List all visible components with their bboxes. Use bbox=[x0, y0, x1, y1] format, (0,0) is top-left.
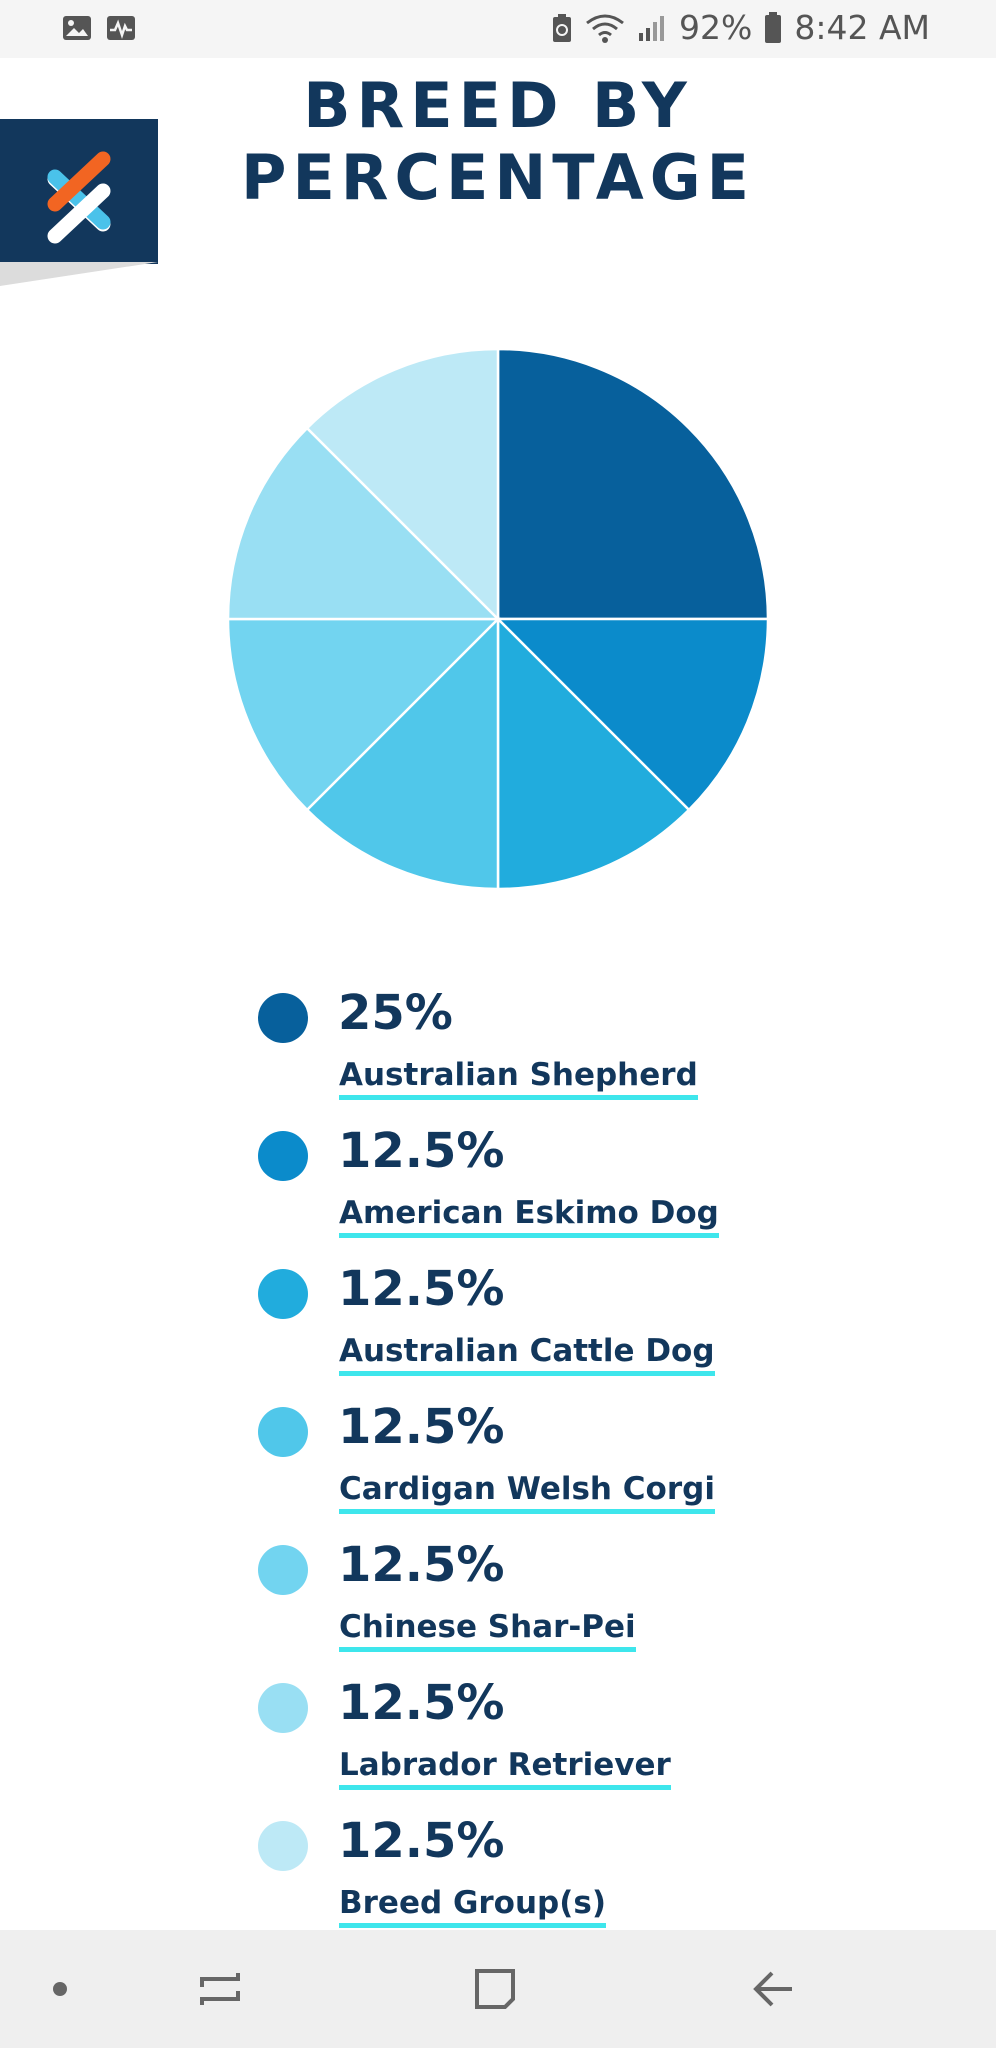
legend-breed-link[interactable]: American Eskimo Dog bbox=[339, 1195, 719, 1238]
legend-percentage: 12.5% bbox=[338, 1261, 505, 1317]
legend-breed-link[interactable]: Australian Shepherd bbox=[339, 1057, 698, 1100]
battery-icon bbox=[764, 11, 782, 44]
legend-breed-link[interactable]: Labrador Retriever bbox=[339, 1747, 671, 1790]
legend-item: 12.5% Cardigan Welsh Corgi bbox=[258, 1399, 778, 1537]
chart-legend: 25% Australian Shepherd 12.5% American Eski… bbox=[258, 985, 778, 1951]
legend-color-dot bbox=[258, 1821, 308, 1871]
status-left-icons bbox=[62, 14, 136, 42]
gallery-icon bbox=[62, 14, 92, 42]
legend-color-dot bbox=[258, 1683, 308, 1733]
legend-item: 25% Australian Shepherd bbox=[258, 985, 778, 1123]
navigation-bar bbox=[0, 1930, 996, 2048]
legend-percentage: 12.5% bbox=[338, 1813, 505, 1869]
clock: 8:42 AM bbox=[794, 8, 930, 47]
legend-color-dot bbox=[258, 1545, 308, 1595]
legend-item: 12.5% Labrador Retriever bbox=[258, 1675, 778, 1813]
page-title: BREED BY PERCENTAGE bbox=[165, 70, 831, 214]
signal-icon bbox=[637, 13, 667, 43]
legend-item: 12.5% American Eskimo Dog bbox=[258, 1123, 778, 1261]
dot-icon[interactable] bbox=[30, 1930, 90, 2048]
page-title-line1: BREED BY bbox=[303, 69, 693, 142]
pie-slice-cardigan-welsh-corgi bbox=[305, 615, 500, 891]
legend-item: 12.5% Breed Group(s) bbox=[258, 1813, 778, 1951]
pie-slice-american-eskimo-dog bbox=[494, 617, 770, 812]
status-bar: 92% 8:42 AM bbox=[0, 0, 996, 58]
battery-percent: 92% bbox=[678, 8, 753, 47]
x-helix-logo-icon bbox=[47, 151, 111, 244]
legend-breed-link[interactable]: Cardigan Welsh Corgi bbox=[339, 1471, 715, 1514]
pie-slice-chinese-shar-pei bbox=[226, 617, 502, 812]
page-title-line2: PERCENTAGE bbox=[241, 141, 755, 214]
legend-percentage: 12.5% bbox=[338, 1399, 505, 1455]
logo[interactable] bbox=[0, 119, 158, 264]
legend-percentage: 25% bbox=[338, 985, 453, 1041]
legend-color-dot bbox=[258, 993, 308, 1043]
legend-breed-link[interactable]: Breed Group(s) bbox=[339, 1885, 607, 1928]
legend-percentage: 12.5% bbox=[338, 1537, 505, 1593]
breed-pie-chart bbox=[226, 347, 770, 891]
legend-percentage: 12.5% bbox=[338, 1123, 505, 1179]
activity-icon bbox=[106, 14, 136, 42]
logo-shadow bbox=[0, 262, 158, 286]
pie-slice-breed-group-s bbox=[305, 347, 500, 623]
pie-slice-australian-cattle-dog bbox=[496, 615, 691, 891]
legend-color-dot bbox=[258, 1131, 308, 1181]
back-icon[interactable] bbox=[735, 1930, 815, 2048]
battery-saver-icon bbox=[551, 13, 573, 43]
status-right: 92% 8:42 AM bbox=[551, 8, 930, 47]
pie-slice-australian-shepherd bbox=[496, 347, 770, 621]
legend-breed-link[interactable]: Chinese Shar-Pei bbox=[339, 1609, 636, 1652]
legend-percentage: 12.5% bbox=[338, 1675, 505, 1731]
legend-breed-link[interactable]: Australian Cattle Dog bbox=[339, 1333, 715, 1376]
legend-item: 12.5% Australian Cattle Dog bbox=[258, 1261, 778, 1399]
home-icon[interactable] bbox=[455, 1930, 535, 2048]
wifi-icon bbox=[585, 13, 625, 43]
legend-color-dot bbox=[258, 1407, 308, 1457]
recent-apps-icon[interactable] bbox=[180, 1930, 260, 2048]
legend-color-dot bbox=[258, 1269, 308, 1319]
legend-item: 12.5% Chinese Shar-Pei bbox=[258, 1537, 778, 1675]
pie-slice-labrador-retriever bbox=[226, 426, 502, 621]
